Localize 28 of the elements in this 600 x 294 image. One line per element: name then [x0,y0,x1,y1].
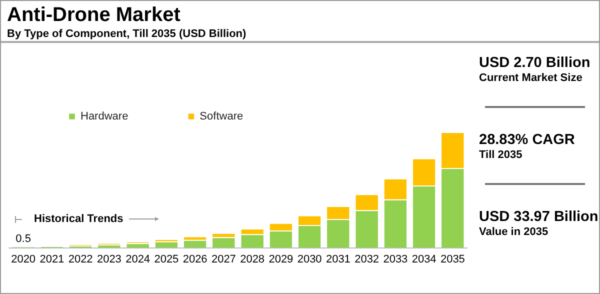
x-tick-label: 2034 [412,253,436,266]
x-tick-label: 2027 [211,253,236,266]
x-tick-label: 2021 [40,253,64,266]
text: 28.83% CAGR [479,132,576,148]
x-tick-label: 2033 [383,253,408,266]
legend-label: Hardware [80,110,128,123]
x-tick-label: 2020 [11,253,36,266]
x-tick-label: 2025 [154,253,179,266]
text: Till 2035 [479,149,524,161]
x-tick-label: 2035 [440,253,465,266]
x-tick-label: 2032 [354,253,380,266]
x-tick-label: 2029 [268,253,294,266]
annotation: Historical Trends [34,213,124,225]
x-tick-label: 2028 [240,253,265,266]
chart-title: Anti-Drone Market [7,3,182,27]
x-tick-label: 2031 [326,253,350,266]
legend-label: Software [200,110,244,123]
x-tick-label: 2023 [96,253,122,266]
chart-subtitle: By Type of Component, Till 2035 (USD Billion) [7,27,248,41]
x-tick-label: 2030 [297,253,322,266]
text: USD 2.70 Billion [479,55,592,71]
x-tick-label: 2022 [68,253,93,266]
annotation: 0.5 [16,232,31,245]
text: Current Market Size [479,72,584,84]
x-tick-label: 2024 [126,253,150,266]
text: USD 33.97 Billion [479,209,598,225]
x-tick-label: 2026 [182,253,208,266]
text: Value in 2035 [479,226,550,238]
